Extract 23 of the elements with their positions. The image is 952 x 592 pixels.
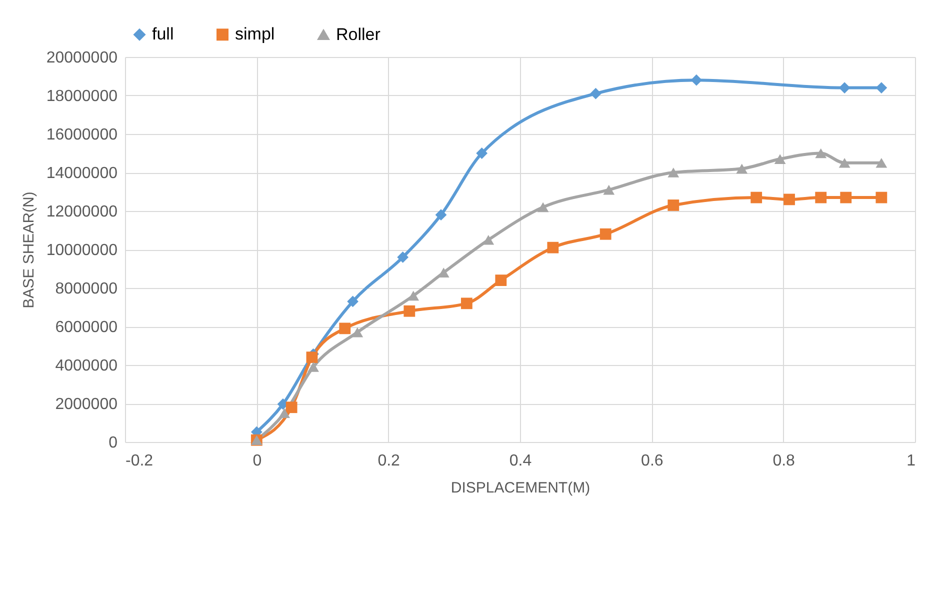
x-tick-label: 0 bbox=[252, 452, 262, 470]
y-tick-label: 2000000 bbox=[55, 396, 118, 413]
y-tick-label: 4000000 bbox=[55, 358, 118, 374]
x-tick-label: 0.6 bbox=[641, 452, 664, 470]
x-tick-label: 1 bbox=[906, 452, 916, 470]
y-tick-label: 12000000 bbox=[46, 204, 118, 220]
x-tick-label: 0.4 bbox=[509, 452, 532, 470]
legend-label: full bbox=[152, 24, 174, 44]
y-tick-label: 10000000 bbox=[46, 242, 118, 259]
y-tick-label: 20000000 bbox=[46, 50, 118, 66]
legend-label: Roller bbox=[336, 24, 381, 44]
y-tick-label: 14000000 bbox=[46, 165, 118, 182]
x-tick-label: -0.2 bbox=[126, 452, 154, 470]
x-tick-label: 0.2 bbox=[378, 452, 400, 470]
y-tick-label: 18000000 bbox=[46, 88, 118, 105]
y-tick-label: 6000000 bbox=[55, 319, 118, 336]
y-tick-label: 8000000 bbox=[55, 280, 118, 298]
y-tick-label: 16000000 bbox=[46, 126, 118, 144]
y-axis-title: BASE SHEAR(N) bbox=[20, 192, 38, 308]
x-axis-title: DISPLACEMENT(M) bbox=[450, 480, 590, 496]
legend-label: simpl bbox=[235, 24, 275, 44]
y-tick-label: 0 bbox=[108, 434, 118, 452]
x-tick-label: 0.8 bbox=[772, 452, 796, 470]
